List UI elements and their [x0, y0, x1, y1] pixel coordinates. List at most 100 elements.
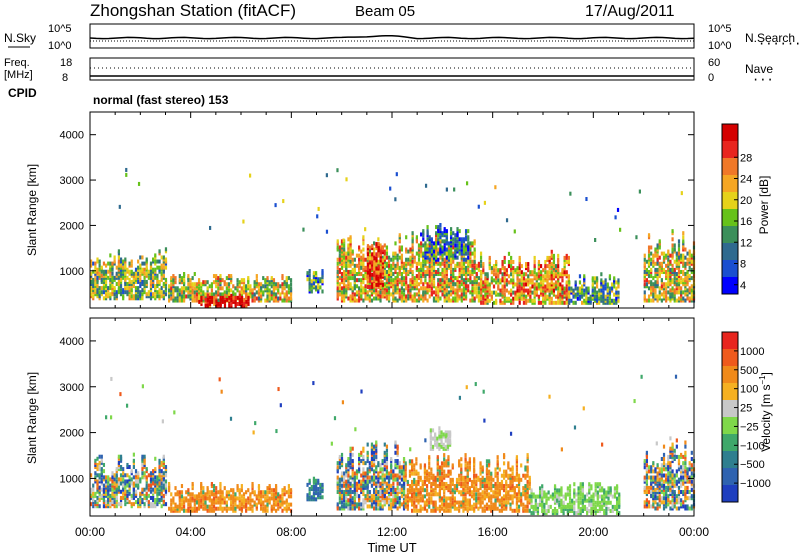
data-cell: [665, 294, 667, 298]
data-cell: [107, 475, 109, 479]
data-cell: [521, 287, 523, 291]
data-cell: [143, 455, 145, 459]
data-cell: [109, 274, 111, 278]
data-cell: [538, 260, 540, 264]
data-cell: [337, 286, 339, 290]
data-cell: [654, 248, 656, 252]
data-cell: [648, 299, 650, 303]
data-cell: [187, 294, 189, 298]
data-cell: [430, 447, 432, 451]
data-cell: [416, 262, 418, 266]
data-cell: [247, 284, 249, 288]
data-cell: [358, 502, 360, 506]
data-cell: [572, 289, 574, 293]
data-cell: [594, 295, 596, 299]
data-cell: [615, 280, 617, 284]
data-cell: [566, 293, 568, 297]
data-cell: [290, 494, 292, 498]
data-cell: [217, 286, 219, 290]
data-cell: [605, 295, 607, 299]
data-cell: [120, 284, 122, 288]
data-cell: [362, 467, 364, 471]
data-cell: [478, 299, 480, 303]
data-cell: [118, 477, 120, 481]
data-cell: [168, 288, 170, 292]
data-cell: [266, 286, 268, 290]
data-cell: [654, 274, 656, 278]
data-cell: [349, 276, 351, 280]
data-cell: [447, 437, 449, 441]
data-cell: [131, 264, 133, 268]
data-cell: [440, 445, 442, 449]
data-cell: [232, 290, 234, 294]
data-cell: [484, 201, 486, 205]
data-cell: [478, 294, 480, 298]
data-cell: [284, 486, 286, 490]
data-cell: [226, 501, 228, 505]
data-cell: [678, 252, 680, 256]
data-cell: [444, 274, 446, 278]
data-cell: [452, 272, 454, 276]
data-cell: [131, 469, 133, 473]
data-cell: [531, 291, 533, 295]
data-cell: [516, 289, 518, 293]
data-cell: [566, 280, 568, 284]
data-cell: [417, 488, 419, 492]
data-cell: [523, 282, 525, 286]
data-cell: [177, 505, 179, 509]
data-cell: [461, 292, 463, 296]
data-cell: [428, 496, 430, 500]
data-cell: [607, 289, 609, 293]
data-cell: [179, 292, 181, 296]
data-cell: [317, 479, 319, 483]
data-cell: [431, 286, 433, 290]
data-cell: [109, 278, 111, 282]
data-cell: [409, 288, 411, 292]
data-cell: [480, 252, 482, 256]
data-cell: [671, 268, 673, 272]
data-cell: [165, 292, 167, 296]
data-cell: [674, 248, 676, 252]
data-cell: [521, 297, 523, 301]
data-cell: [495, 268, 497, 272]
data-cell: [652, 292, 654, 296]
data-cell: [103, 270, 105, 274]
data-cell: [501, 276, 503, 280]
data-cell: [269, 484, 271, 488]
data-cell: [568, 256, 570, 260]
data-cell: [373, 241, 375, 245]
data-cell: [403, 297, 405, 301]
data-cell: [345, 474, 347, 478]
data-cell: [154, 294, 156, 298]
data-cell: [192, 482, 194, 486]
data-cell: [183, 272, 185, 276]
data-cell: [352, 276, 354, 280]
data-cell: [405, 272, 407, 276]
data-cell: [409, 474, 411, 478]
data-cell: [646, 278, 648, 282]
data-cell: [103, 498, 105, 502]
data-cell: [484, 284, 486, 288]
data-cell: [432, 428, 434, 432]
data-cell: [364, 266, 366, 270]
data-cell: [444, 280, 446, 284]
data-cell: [667, 297, 669, 301]
data-cell: [446, 229, 448, 233]
data-cell: [510, 256, 512, 260]
data-cell: [392, 494, 394, 498]
data-cell: [594, 287, 596, 291]
data-cell: [448, 256, 450, 260]
data-cell: [613, 293, 615, 297]
data-cell: [465, 235, 467, 239]
data-cell: [435, 297, 437, 301]
data-cell: [143, 272, 145, 276]
data-cell: [360, 272, 362, 276]
data-cell: [590, 295, 592, 299]
data-cell: [198, 286, 200, 290]
data-cell: [499, 293, 501, 297]
data-cell: [313, 485, 315, 489]
data-cell: [407, 488, 409, 492]
data-cell: [657, 294, 659, 298]
data-cell: [369, 269, 371, 273]
data-cell: [94, 492, 96, 496]
